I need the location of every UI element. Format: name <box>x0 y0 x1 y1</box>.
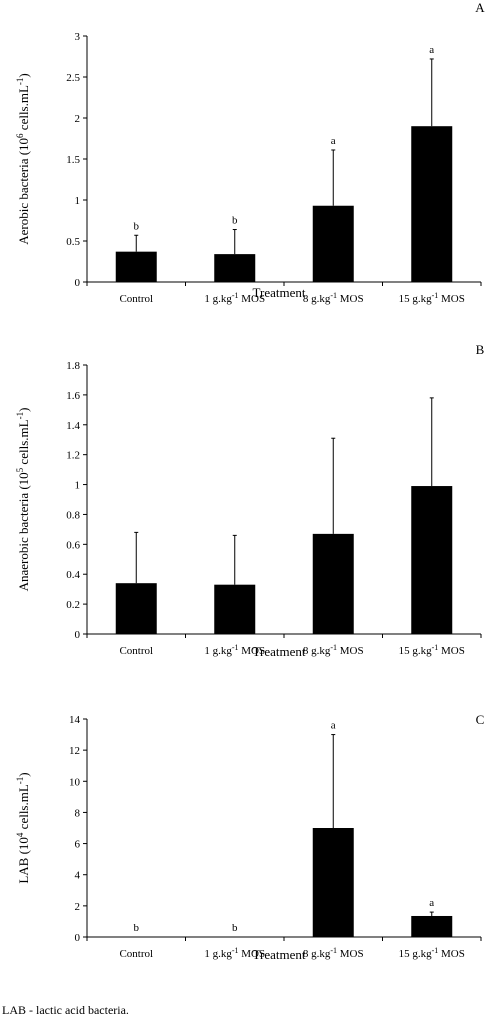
x-tick-label: Control <box>119 645 153 657</box>
chart-panel-b: 0 0.2 0.4 0.6 0.8 1 1.2 1.4 1.6 1.8 Control 1 g.kg-… <box>15 342 485 659</box>
y-tick-label: 0.5 <box>66 236 80 248</box>
y-tick-label: 0.8 <box>66 509 80 521</box>
x-tick-label: 1 g.kg-1 MOS <box>204 946 265 961</box>
footnote: LAB - lactic acid bacteria. <box>2 1003 129 1017</box>
x-tick-label: 8 g.kg-1 MOS <box>303 291 364 306</box>
y-tick-label: 8 <box>75 807 81 819</box>
significance-letter: a <box>331 720 336 732</box>
significance-letter: a <box>429 897 434 909</box>
y-tick-label: 0.6 <box>66 539 80 551</box>
panel-letter: C <box>476 712 485 727</box>
x-tick-label: 15 g.kg-1 MOS <box>399 643 465 658</box>
y-axis-label: Aerobic bacteria (106 cells.mL-1) <box>15 73 31 245</box>
y-axis-label: LAB (104 cells.mL-1) <box>15 772 31 883</box>
panel-letter: B <box>476 342 485 357</box>
significance-letter: a <box>429 44 434 56</box>
y-tick-label: 1 <box>75 480 81 492</box>
y-tick-label: 3 <box>75 31 81 43</box>
x-tick-label: 1 g.kg-1 MOS <box>204 291 265 306</box>
y-tick-label: 0 <box>75 932 81 944</box>
y-tick-label: 0 <box>75 629 81 641</box>
x-tick-label: 1 g.kg-1 MOS <box>204 643 265 658</box>
y-tick-label: 2 <box>75 113 81 125</box>
bar <box>115 583 157 634</box>
y-axis-label: Anaerobic bacteria (105 cells.mL-1) <box>15 408 31 592</box>
x-tick-label: 8 g.kg-1 MOS <box>303 946 364 961</box>
y-tick-label: 0.4 <box>66 569 80 581</box>
bar <box>411 915 453 937</box>
x-tick-label: 8 g.kg-1 MOS <box>303 643 364 658</box>
y-tick-label: 1.6 <box>66 390 80 402</box>
y-tick-label: 0 <box>75 277 81 289</box>
significance-letter: b <box>232 922 238 934</box>
significance-letter: b <box>232 215 238 227</box>
significance-letter: b <box>134 922 140 934</box>
bar <box>214 584 256 634</box>
chart-panel-a: 0 0.5 1 1.5 2 2.5 3 b Control b 1 g.kg-1 MOS a 8 g.k… <box>15 0 485 305</box>
bar <box>214 254 256 282</box>
bar <box>411 126 453 282</box>
bar <box>312 205 354 282</box>
figure: 0 0.5 1 1.5 2 2.5 3 b Control b 1 g.kg-1 MOS a 8 g.k… <box>15 0 485 962</box>
x-tick-label: Control <box>119 948 153 960</box>
bar <box>115 251 157 282</box>
significance-letter: a <box>331 135 336 147</box>
x-axis-label: Treatment <box>253 644 306 659</box>
y-tick-label: 2.5 <box>66 72 80 84</box>
panel-letter: A <box>475 0 485 15</box>
x-axis-label: Treatment <box>253 947 306 962</box>
significance-letter: b <box>134 220 140 232</box>
y-tick-label: 1 <box>75 195 81 207</box>
y-tick-label: 6 <box>75 839 81 851</box>
y-tick-label: 0.2 <box>66 599 80 611</box>
x-axis-label: Treatment <box>253 285 306 300</box>
y-tick-label: 2 <box>75 901 81 913</box>
y-tick-label: 1.5 <box>66 154 80 166</box>
bar <box>312 828 354 937</box>
x-tick-label: 15 g.kg-1 MOS <box>399 946 465 961</box>
chart-panel-c: 0 2 4 6 8 10 12 14 b Control b 1 g.kg-1 MOS a 8 g.kg-… <box>15 712 484 962</box>
bar <box>312 533 354 634</box>
y-tick-label: 14 <box>69 714 81 726</box>
y-tick-label: 10 <box>69 776 81 788</box>
y-tick-label: 4 <box>75 870 81 882</box>
x-tick-label: Control <box>119 293 153 305</box>
y-tick-label: 1.8 <box>66 360 80 372</box>
y-tick-label: 1.2 <box>66 450 80 462</box>
x-tick-label: 15 g.kg-1 MOS <box>399 291 465 306</box>
y-tick-label: 1.4 <box>66 420 80 432</box>
bar <box>411 486 453 634</box>
y-tick-label: 12 <box>69 745 80 757</box>
